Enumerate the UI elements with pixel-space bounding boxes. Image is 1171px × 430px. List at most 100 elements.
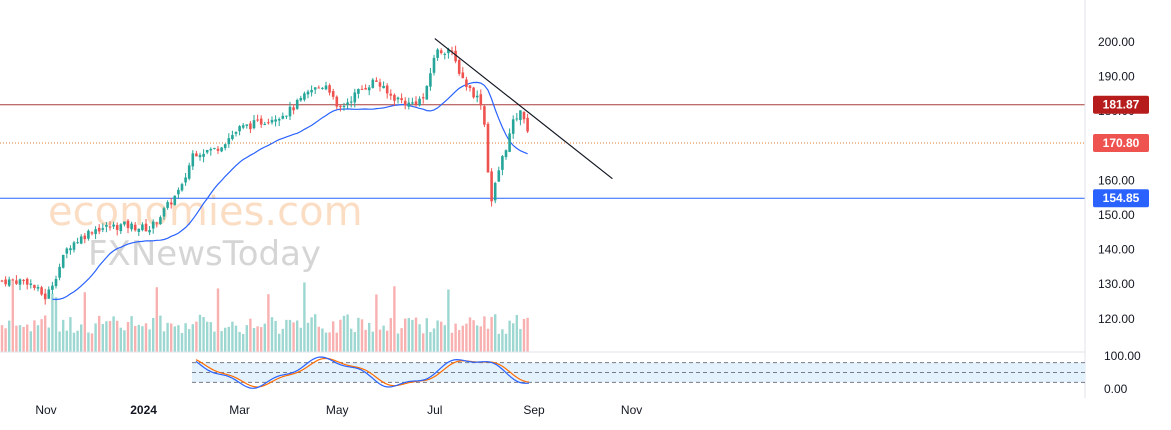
candle-body[interactable]: [310, 89, 313, 93]
candle-body[interactable]: [151, 221, 155, 229]
candle-body[interactable]: [234, 131, 238, 134]
candle-body[interactable]: [353, 92, 357, 103]
candle-body[interactable]: [295, 99, 299, 109]
candle-body[interactable]: [371, 79, 375, 88]
candle-body[interactable]: [475, 95, 479, 98]
candle-body[interactable]: [468, 85, 472, 88]
candle-body[interactable]: [238, 126, 241, 132]
candle-body[interactable]: [227, 138, 231, 145]
candle-body[interactable]: [166, 202, 169, 208]
candle-body[interactable]: [148, 230, 151, 233]
candle-body[interactable]: [231, 135, 234, 140]
candle-body[interactable]: [18, 279, 22, 285]
candle-body[interactable]: [4, 279, 7, 285]
candle-body[interactable]: [339, 106, 342, 108]
candle-body[interactable]: [133, 224, 137, 231]
candle-body[interactable]: [349, 101, 353, 103]
candle-body[interactable]: [7, 279, 11, 286]
candle-body[interactable]: [313, 87, 317, 90]
candle-body[interactable]: [393, 94, 396, 101]
candle-body[interactable]: [249, 123, 252, 130]
candle-body[interactable]: [493, 183, 497, 201]
candle-body[interactable]: [33, 284, 36, 289]
candle-body[interactable]: [40, 287, 43, 295]
candle-body[interactable]: [270, 119, 274, 123]
candle-body[interactable]: [519, 110, 522, 121]
candle-body[interactable]: [274, 119, 277, 122]
candle-body[interactable]: [191, 153, 195, 167]
candle-body[interactable]: [454, 50, 457, 62]
candle-body[interactable]: [497, 170, 501, 182]
candle-body[interactable]: [400, 98, 403, 101]
candle-body[interactable]: [328, 85, 331, 93]
candle-body[interactable]: [97, 227, 101, 232]
candle-body[interactable]: [177, 189, 180, 195]
candle-body[interactable]: [0, 280, 4, 282]
candle-body[interactable]: [501, 156, 504, 170]
candle-body[interactable]: [443, 53, 447, 55]
candle-body[interactable]: [479, 94, 483, 106]
candle-body[interactable]: [198, 155, 202, 158]
candle-body[interactable]: [169, 202, 173, 205]
candle-body[interactable]: [367, 87, 371, 91]
candle-body[interactable]: [364, 88, 367, 90]
candle-body[interactable]: [256, 119, 259, 121]
candle-body[interactable]: [155, 222, 159, 224]
candle-body[interactable]: [288, 106, 292, 117]
candle-body[interactable]: [126, 220, 130, 229]
trendline[interactable]: [434, 38, 613, 180]
candle-body[interactable]: [407, 102, 411, 107]
candle-body[interactable]: [360, 88, 364, 90]
candle-body[interactable]: [209, 148, 213, 151]
candle-body[interactable]: [47, 289, 51, 299]
candle-body[interactable]: [281, 115, 285, 119]
candle-body[interactable]: [508, 133, 511, 152]
candle-body[interactable]: [522, 112, 526, 120]
time-axis[interactable]: Nov 2024 Mar May Jul Sep Nov: [35, 403, 642, 417]
candle-body[interactable]: [299, 97, 303, 101]
candle-body[interactable]: [389, 93, 393, 96]
candle-body[interactable]: [61, 254, 65, 268]
candle-body[interactable]: [36, 287, 40, 289]
trendline-layer[interactable]: [434, 38, 613, 180]
candle-body[interactable]: [346, 102, 349, 105]
candle-body[interactable]: [317, 87, 321, 89]
candle-body[interactable]: [94, 229, 97, 235]
candle-body[interactable]: [382, 86, 385, 89]
candle-body[interactable]: [220, 147, 223, 152]
candle-body[interactable]: [105, 225, 108, 227]
candle-body[interactable]: [418, 98, 421, 106]
candle-body[interactable]: [342, 106, 346, 108]
candle-body[interactable]: [130, 223, 133, 230]
candle-body[interactable]: [331, 91, 335, 97]
candle-body[interactable]: [450, 50, 454, 52]
candle-body[interactable]: [22, 279, 25, 281]
candle-body[interactable]: [241, 125, 245, 128]
candle-body[interactable]: [108, 226, 112, 228]
candle-body[interactable]: [375, 80, 378, 82]
candle-body[interactable]: [526, 117, 529, 132]
candle-body[interactable]: [385, 85, 389, 94]
candle-body[interactable]: [490, 171, 493, 202]
candle-body[interactable]: [101, 228, 105, 230]
candle-body[interactable]: [436, 49, 439, 58]
candle-body[interactable]: [483, 106, 486, 125]
candle-body[interactable]: [335, 96, 339, 107]
candle-body[interactable]: [461, 72, 465, 79]
candle-body[interactable]: [187, 165, 191, 179]
candle-body[interactable]: [202, 153, 205, 157]
candle-body[interactable]: [79, 236, 83, 244]
candle-body[interactable]: [447, 49, 450, 54]
candle-body[interactable]: [321, 87, 324, 89]
candle-body[interactable]: [277, 119, 281, 121]
candle-body[interactable]: [252, 120, 256, 129]
candle-body[interactable]: [180, 184, 184, 191]
candle-body[interactable]: [54, 278, 58, 287]
candle-body[interactable]: [259, 118, 263, 125]
candle-body[interactable]: [83, 235, 87, 240]
candle-body[interactable]: [159, 217, 162, 224]
candle-body[interactable]: [465, 79, 468, 88]
candle-body[interactable]: [223, 144, 227, 149]
candle-body[interactable]: [162, 208, 166, 217]
